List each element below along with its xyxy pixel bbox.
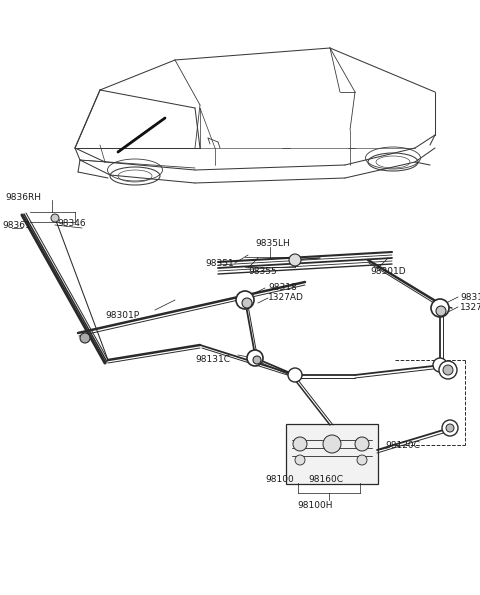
Text: 9836RH: 9836RH: [5, 193, 41, 202]
Circle shape: [443, 365, 453, 375]
Text: 98318: 98318: [460, 293, 480, 302]
Circle shape: [355, 437, 369, 451]
Text: 98351: 98351: [205, 258, 234, 268]
Text: 98346: 98346: [57, 220, 85, 228]
Circle shape: [442, 420, 458, 436]
Circle shape: [80, 333, 90, 343]
Text: 98318: 98318: [268, 283, 297, 292]
Circle shape: [446, 424, 454, 432]
Circle shape: [247, 350, 263, 366]
Circle shape: [433, 358, 447, 372]
Circle shape: [253, 356, 261, 364]
Circle shape: [357, 455, 367, 465]
Text: 98120C: 98120C: [385, 440, 420, 449]
Circle shape: [323, 435, 341, 453]
Text: 98100: 98100: [265, 474, 294, 484]
Circle shape: [295, 455, 305, 465]
Circle shape: [439, 361, 457, 379]
Text: 98131C: 98131C: [195, 355, 230, 365]
Text: 98361: 98361: [2, 221, 31, 230]
Circle shape: [436, 306, 446, 316]
Circle shape: [51, 214, 59, 222]
Text: 98160C: 98160C: [308, 474, 343, 484]
Text: 98100H: 98100H: [297, 502, 333, 511]
Text: 9835LH: 9835LH: [255, 239, 290, 248]
Text: 98301P: 98301P: [105, 311, 139, 320]
Circle shape: [288, 368, 302, 382]
Text: 1327AD: 1327AD: [268, 293, 304, 302]
FancyBboxPatch shape: [286, 424, 378, 484]
Circle shape: [293, 437, 307, 451]
Text: 98301D: 98301D: [370, 268, 406, 277]
Circle shape: [431, 299, 449, 317]
Text: 98355: 98355: [248, 268, 277, 277]
Circle shape: [289, 254, 301, 266]
Text: 1327AD: 1327AD: [460, 302, 480, 312]
Circle shape: [242, 298, 252, 308]
Circle shape: [236, 291, 254, 309]
